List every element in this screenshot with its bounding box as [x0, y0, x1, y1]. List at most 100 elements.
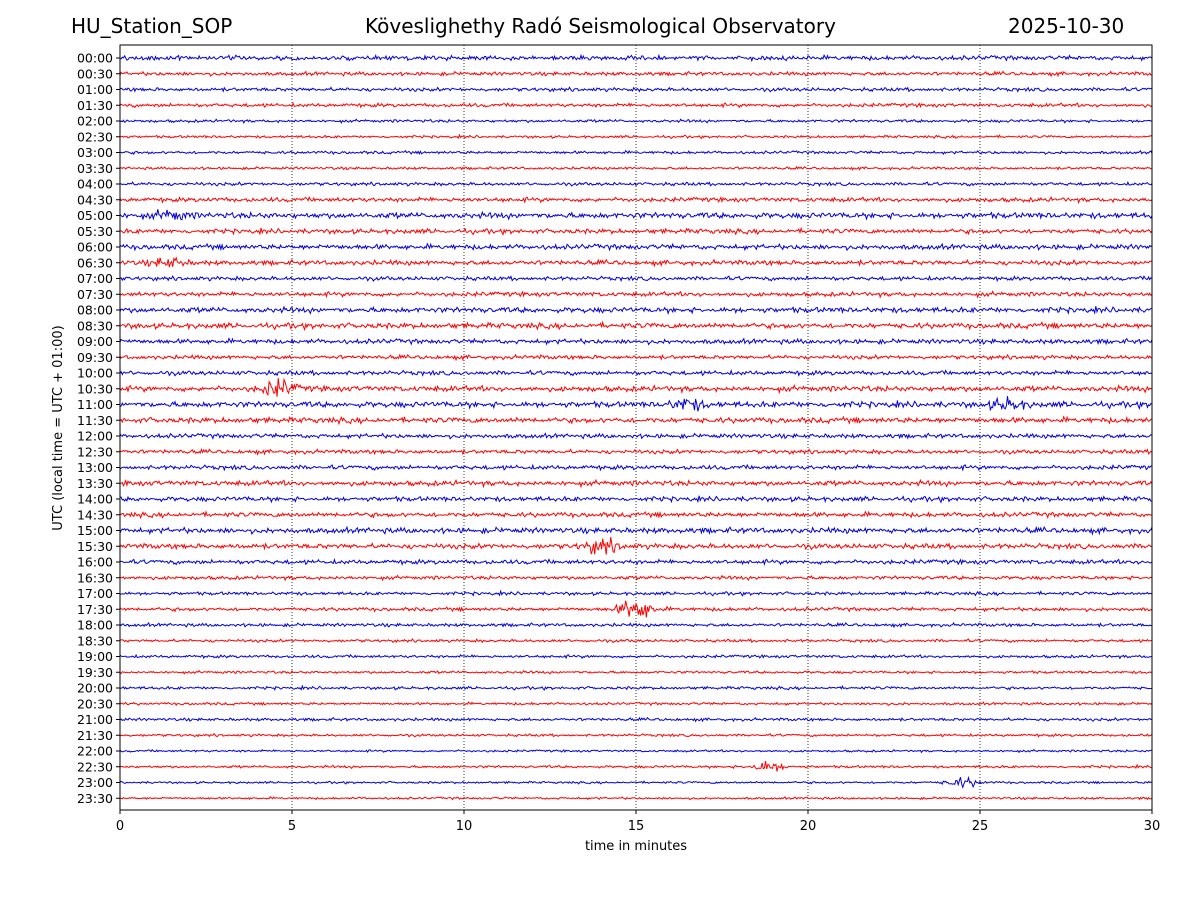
x-tick-label: 0	[116, 819, 124, 834]
date-title: 2025-10-30	[1008, 14, 1125, 38]
y-tick-label: 11:00	[77, 397, 113, 412]
seismic-trace-1230	[119, 448, 1153, 456]
seismic-trace-0000	[119, 53, 1153, 63]
y-tick-label: 07:30	[77, 287, 113, 302]
seismic-trace-1630	[119, 574, 1153, 582]
y-tick-label: 04:30	[77, 192, 113, 207]
seismic-trace-0100	[119, 86, 1153, 93]
seismic-trace-0930	[119, 353, 1153, 362]
y-tick-label: 01:00	[77, 82, 113, 97]
y-tick-label: 16:00	[77, 555, 113, 570]
seismic-trace-0430	[119, 196, 1153, 205]
seismic-trace-1100	[119, 396, 1153, 412]
seismic-trace-1830	[119, 638, 1153, 644]
seismic-trace-1700	[119, 589, 1153, 597]
y-tick-label: 11:30	[77, 413, 113, 428]
y-tick-label: 09:00	[77, 334, 113, 349]
y-tick-label: 21:00	[77, 712, 113, 727]
seismic-trace-0630	[119, 256, 1153, 268]
y-tick-label: 08:00	[77, 303, 113, 318]
y-tick-label: 09:30	[77, 350, 113, 365]
chart-title: Köveslighethy Radó Seismological Observa…	[365, 14, 836, 38]
seismic-trace-1130	[119, 415, 1153, 426]
x-tick-label: 20	[800, 819, 817, 834]
y-tick-label: 21:30	[77, 728, 113, 743]
y-tick-label: 20:00	[77, 681, 113, 696]
seismic-trace-1200	[119, 432, 1153, 440]
seismic-trace-1400	[119, 495, 1153, 504]
y-tick-label: 17:00	[77, 586, 113, 601]
y-tick-label: 03:30	[77, 161, 113, 176]
seismic-trace-2130	[119, 732, 1153, 738]
seismic-trace-1730	[119, 600, 1153, 618]
y-tick-label: 00:00	[77, 51, 113, 66]
y-tick-label: 14:00	[77, 492, 113, 507]
y-axis-label: UTC (local time = UTC + 01:00)	[51, 325, 66, 530]
seismic-trace-2000	[119, 684, 1153, 691]
y-tick-label: 23:00	[77, 775, 113, 790]
y-tick-label: 22:30	[77, 759, 113, 774]
y-tick-label: 10:00	[77, 366, 113, 381]
x-tick-label: 25	[972, 819, 989, 834]
seismic-trace-0230	[119, 133, 1153, 140]
seismic-trace-0730	[119, 290, 1153, 299]
y-tick-label: 00:30	[77, 66, 113, 81]
y-tick-label: 23:30	[77, 791, 113, 806]
seismic-trace-2030	[119, 701, 1153, 707]
seismic-trace-0330	[120, 165, 1153, 171]
seismic-trace-1330	[119, 478, 1153, 489]
y-tick-label: 15:00	[77, 523, 113, 538]
y-tick-label: 13:30	[77, 476, 113, 491]
seismic-trace-0300	[119, 149, 1153, 156]
y-tick-label: 22:00	[77, 744, 113, 759]
x-tick-label: 5	[288, 819, 296, 834]
seismic-trace-2200	[119, 748, 1153, 754]
seismic-trace-2330	[119, 796, 1153, 801]
seismic-trace-0200	[119, 118, 1153, 125]
grid-lines	[291, 45, 981, 810]
seismic-trace-1930	[119, 669, 1153, 675]
seismic-traces	[119, 53, 1153, 801]
seismic-trace-0030	[119, 70, 1153, 78]
x-tick-label: 30	[1144, 819, 1161, 834]
y-tick-label: 17:30	[77, 602, 113, 617]
seismic-trace-0400	[120, 181, 1153, 187]
seismic-trace-1530	[119, 537, 1153, 555]
station-title: HU_Station_SOP	[71, 14, 233, 38]
y-tick-label: 10:30	[77, 381, 113, 396]
y-axis-ticks: 00:0000:3001:0001:3002:0002:3003:0003:30…	[77, 51, 120, 806]
seismic-trace-1030	[119, 377, 1153, 397]
y-tick-label: 05:00	[77, 208, 113, 223]
seismic-trace-2300	[119, 775, 1153, 790]
y-tick-label: 14:30	[77, 507, 113, 522]
y-tick-label: 20:30	[77, 696, 113, 711]
seismic-trace-1000	[119, 369, 1153, 377]
seismic-trace-0600	[119, 242, 1153, 252]
y-tick-label: 16:30	[77, 570, 113, 585]
y-tick-label: 01:30	[77, 98, 113, 113]
x-axis-label: time in minutes	[585, 839, 687, 854]
seismic-trace-0530	[119, 226, 1153, 236]
seismic-trace-1430	[119, 510, 1153, 520]
seismic-trace-0130	[119, 101, 1153, 109]
seismic-trace-0900	[119, 337, 1153, 346]
y-tick-label: 13:00	[77, 460, 113, 475]
seismic-trace-1300	[119, 463, 1153, 472]
y-tick-label: 18:30	[77, 633, 113, 648]
seismic-trace-1800	[119, 621, 1153, 629]
y-tick-label: 19:30	[77, 665, 113, 680]
seismic-trace-2100	[119, 716, 1153, 723]
x-tick-label: 10	[456, 819, 473, 834]
seismic-trace-0700	[119, 274, 1153, 283]
seismic-trace-0800	[119, 305, 1153, 315]
y-tick-label: 06:00	[77, 240, 113, 255]
y-tick-label: 06:30	[77, 255, 113, 270]
y-tick-label: 05:30	[77, 224, 113, 239]
x-tick-label: 15	[628, 819, 645, 834]
y-tick-label: 07:00	[77, 271, 113, 286]
seismic-trace-1900	[119, 653, 1153, 660]
y-tick-label: 02:00	[77, 114, 113, 129]
y-tick-label: 19:00	[77, 649, 113, 664]
y-tick-label: 15:30	[77, 539, 113, 554]
